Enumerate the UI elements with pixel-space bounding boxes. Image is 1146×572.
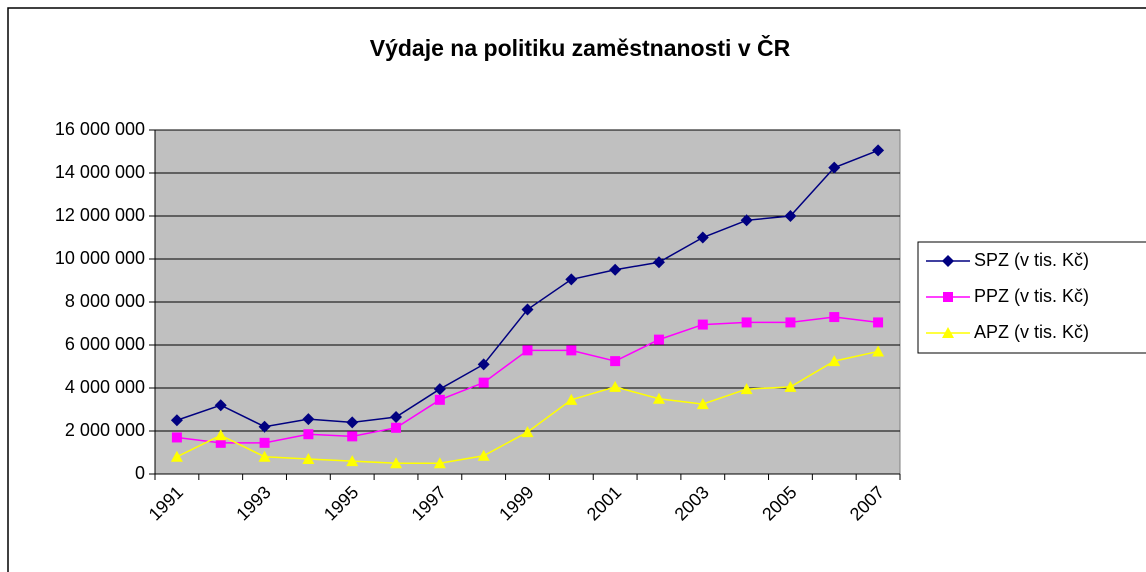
data-point	[828, 355, 841, 367]
data-point	[258, 420, 271, 433]
data-point	[214, 429, 227, 441]
data-point	[521, 303, 534, 316]
data-point	[566, 345, 577, 356]
data-point	[302, 413, 315, 426]
data-point	[785, 317, 796, 328]
data-point	[170, 414, 183, 427]
legend-marker	[942, 255, 954, 267]
data-point	[653, 334, 664, 345]
data-point	[522, 345, 533, 356]
data-point	[740, 383, 753, 395]
data-point	[872, 144, 885, 157]
data-point	[873, 317, 884, 328]
data-point	[391, 422, 402, 433]
legend-label: PPZ (v tis. Kč)	[974, 286, 1089, 306]
data-point	[696, 398, 709, 410]
data-point	[346, 455, 359, 467]
data-point	[303, 429, 314, 440]
data-point	[784, 210, 797, 222]
y-tick-label: 6 000 000	[65, 334, 145, 354]
data-point	[433, 383, 446, 396]
data-point	[258, 450, 271, 462]
data-point	[259, 437, 270, 448]
data-point	[346, 416, 359, 429]
data-point	[828, 161, 841, 174]
data-point	[215, 437, 226, 448]
data-point	[740, 214, 753, 227]
data-point	[784, 380, 797, 392]
data-point	[478, 377, 489, 388]
data-point	[434, 394, 445, 405]
chart-title: Výdaje na politiku zaměstnanosti v ČR	[370, 34, 791, 61]
data-point	[652, 256, 665, 269]
data-point	[214, 399, 227, 412]
data-point	[829, 312, 840, 323]
data-point	[521, 426, 534, 438]
y-tick-label: 8 000 000	[65, 291, 145, 311]
data-point	[477, 358, 490, 371]
legend-marker	[943, 292, 953, 302]
data-point	[390, 411, 403, 424]
data-point	[652, 392, 665, 404]
data-point	[565, 393, 578, 405]
data-point	[609, 263, 622, 276]
y-tick-label: 16 000 000	[55, 119, 145, 139]
data-point	[610, 356, 621, 367]
y-tick-label: 14 000 000	[55, 162, 145, 182]
legend-label: APZ (v tis. Kč)	[974, 322, 1089, 342]
data-point	[171, 432, 182, 443]
y-tick-label: 4 000 000	[65, 377, 145, 397]
data-point	[170, 450, 183, 462]
data-point	[696, 231, 709, 244]
data-point	[741, 317, 752, 328]
data-point	[697, 319, 708, 330]
data-point	[390, 457, 403, 469]
data-point	[477, 449, 490, 461]
y-tick-label: 2 000 000	[65, 420, 145, 440]
legend-label: SPZ (v tis. Kč)	[974, 250, 1089, 270]
data-point	[302, 452, 315, 464]
legend-marker	[942, 327, 954, 338]
y-tick-label: 12 000 000	[55, 205, 145, 225]
y-tick-label: 10 000 000	[55, 248, 145, 268]
data-point	[433, 457, 446, 469]
data-point	[565, 273, 578, 286]
data-point	[609, 380, 622, 392]
data-point	[347, 431, 358, 442]
data-point	[872, 345, 885, 357]
y-tick-label: 0	[135, 463, 145, 483]
